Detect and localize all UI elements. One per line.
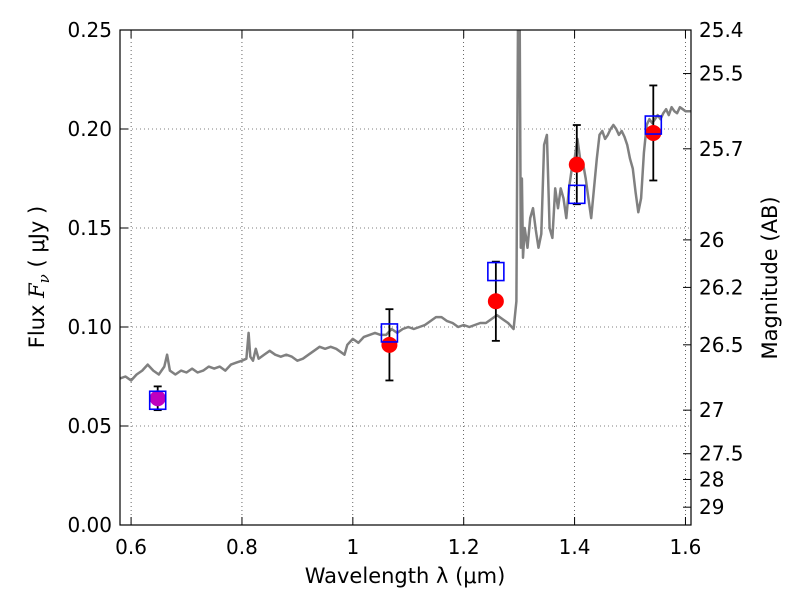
model-point: [380, 323, 399, 343]
plot-frame: [119, 29, 692, 526]
model-point: [487, 261, 505, 282]
model-point: [644, 115, 663, 135]
observed-point: [487, 293, 504, 310]
y-axis-label-units: ( μJy ): [25, 206, 49, 274]
right-tick-label: 26.5: [699, 333, 744, 357]
plot-area: [120, 30, 691, 412]
right-tick-label: 29: [699, 495, 724, 519]
right-tick-label: 25.4: [699, 18, 744, 42]
right-tick-label: 27: [699, 398, 724, 422]
observed-point: [149, 390, 166, 407]
y-axis-label-subscript: ν: [35, 274, 53, 283]
y-tick-label: 0.05: [67, 414, 112, 438]
spectrum-line: [120, 30, 691, 382]
y-axis-label-prefix: Flux: [25, 298, 49, 348]
right-tick-label: 26.2: [699, 275, 744, 299]
y-tick-label: 0.25: [67, 18, 112, 42]
right-tick-label: 28: [699, 467, 724, 491]
grid: [120, 29, 691, 526]
x-tick-label: 0.6: [115, 535, 147, 559]
observed-point: [381, 336, 398, 353]
axes-ticks: 0.6 0.8 1 1.2 1.4 1.6 0.00 0.05 0.10 0.15 0.20 0.25…: [67, 18, 743, 559]
observed-point: [568, 156, 585, 173]
x-tick-label: 1: [346, 535, 359, 559]
observed-point: [645, 124, 662, 141]
right-axis-label: Magnitude (AB): [758, 196, 782, 359]
y-axis-label-symbol: F: [25, 282, 49, 299]
right-tick-label: 26: [699, 228, 724, 252]
y-tick-label: 0.10: [67, 315, 112, 339]
y-axis-label: Flux Fν ( μJy ): [25, 206, 53, 348]
y-tick-label: 0.15: [67, 216, 112, 240]
model-point: [148, 390, 167, 411]
x-tick-label: 1.2: [448, 535, 480, 559]
right-tick-label: 25.7: [699, 137, 744, 161]
x-tick-label: 1.4: [559, 535, 591, 559]
right-tick-label: 25.5: [699, 62, 744, 86]
x-axis-label: Wavelength λ (μm): [305, 564, 506, 588]
y-tick-label: 0.20: [67, 117, 112, 141]
x-tick-label: 1.6: [670, 535, 702, 559]
x-tick-label: 0.8: [226, 535, 258, 559]
right-tick-label: 27.5: [699, 442, 744, 466]
y-tick-label: 0.00: [67, 513, 112, 537]
model-point: [567, 184, 586, 205]
